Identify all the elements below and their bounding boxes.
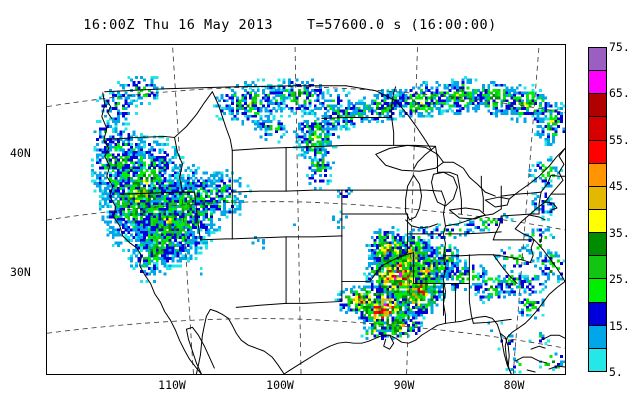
x-tick-100w: 100W — [266, 378, 294, 392]
graticule — [47, 45, 565, 374]
x-tick-90w: 90W — [393, 378, 415, 392]
reflectivity-colorbar — [588, 47, 607, 372]
y-tick-30n: 30N — [10, 265, 31, 279]
y-tick-40n: 40N — [10, 146, 31, 160]
colorbar-tick-45: 45. — [609, 179, 630, 193]
colorbar-band-20-25 — [589, 279, 606, 303]
colorbar-tick-15: 15. — [609, 319, 630, 333]
colorbar-band-55-60 — [589, 117, 606, 141]
colorbar-band-65-70 — [589, 71, 606, 95]
colorbar-band-40-45 — [589, 186, 606, 210]
colorbar-tick-35: 35. — [609, 226, 630, 240]
colorbar-tick-25: 25. — [609, 272, 630, 286]
colorbar-band-60-65 — [589, 94, 606, 118]
map-clip — [47, 45, 565, 374]
colorbar-band-15-20 — [589, 302, 606, 326]
colorbar-band-5-10 — [589, 348, 606, 371]
colorbar-band-70-75 — [589, 48, 606, 72]
political-borders — [101, 85, 565, 374]
colorbar-tick-65: 65. — [609, 86, 630, 100]
colorbar-band-25-30 — [589, 256, 606, 280]
colorbar-band-10-15 — [589, 325, 606, 349]
x-tick-80w: 80W — [503, 378, 525, 392]
x-tick-110w: 110W — [158, 378, 186, 392]
reflectivity-field — [91, 76, 565, 374]
colorbar-tick-5: 5. — [609, 365, 623, 379]
map-plot-area — [46, 44, 566, 375]
map-canvas — [47, 45, 565, 374]
title-model-time: T=57600.0 s (16:00:00) — [307, 17, 497, 33]
colorbar-band-50-55 — [589, 140, 606, 164]
colorbar-tick-75: 75. — [609, 40, 630, 54]
colorbar-band-35-40 — [589, 209, 606, 234]
figure-title: 16:00Z Thu 16 May 2013 T=57600.0 s (16:0… — [0, 14, 580, 36]
title-timestamp: 16:00Z Thu 16 May 2013 — [83, 17, 273, 33]
colorbar-tick-55: 55. — [609, 133, 630, 147]
colorbar-band-45-50 — [589, 163, 606, 187]
colorbar-tick-labels: 75. 65. 55. 45. 35. 25. 15. 5. — [609, 40, 639, 380]
colorbar-band-30-35 — [589, 233, 606, 257]
